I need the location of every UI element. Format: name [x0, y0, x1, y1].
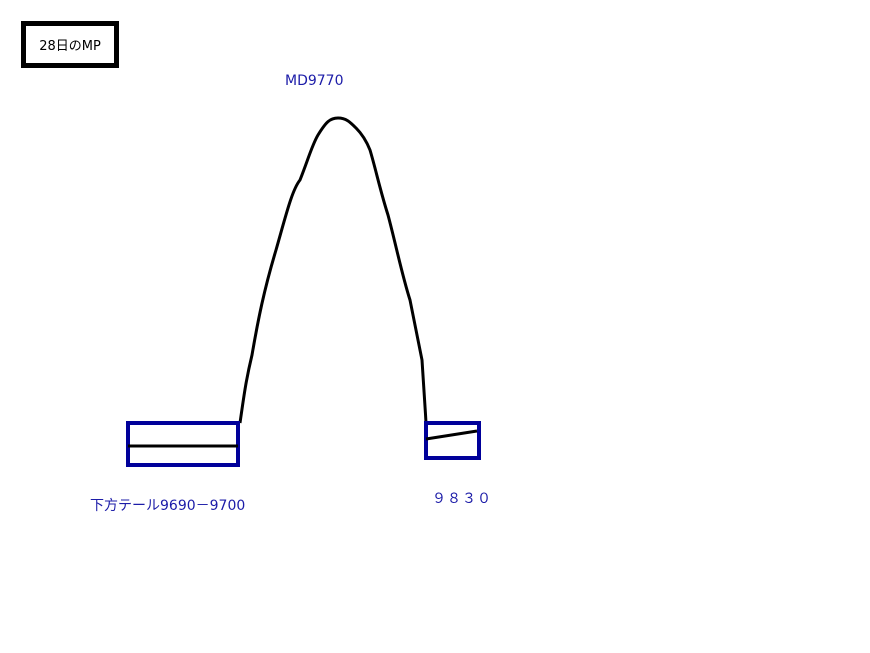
title-box: 28日のMP [21, 21, 119, 68]
right-label: ９８３０ [432, 491, 492, 507]
right-box-line [425, 429, 478, 441]
profile-curve [238, 116, 428, 424]
lower-tail-box [126, 421, 240, 467]
title-text: 28日のMP [39, 39, 101, 54]
right-box [424, 421, 481, 460]
top-label: MD9770 [285, 73, 344, 89]
lower-tail-label: 下方テール9690－9700 [90, 498, 246, 514]
